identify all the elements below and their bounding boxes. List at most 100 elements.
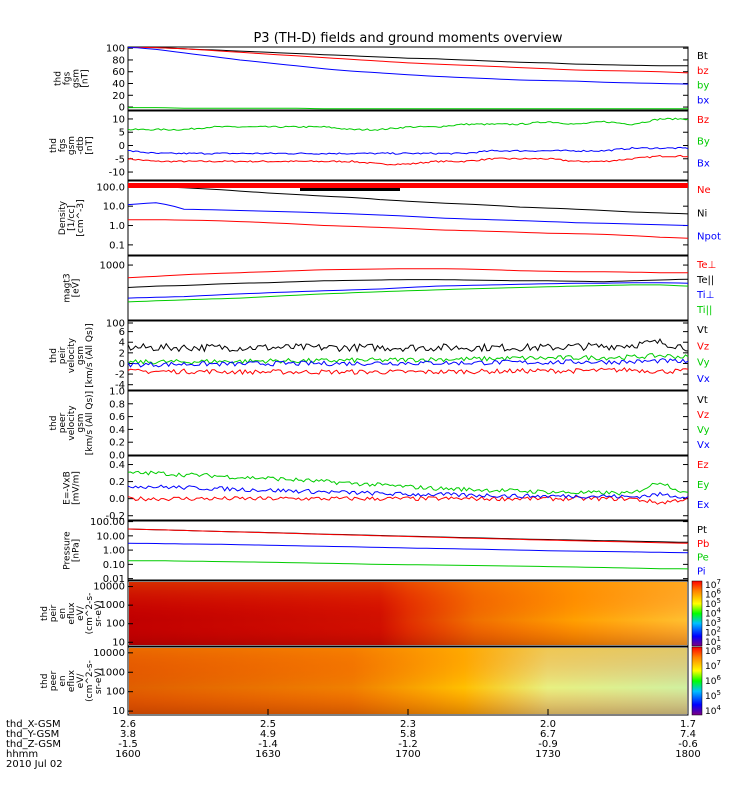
legend-bz: bz: [697, 66, 709, 77]
y-tick-label: 1000: [100, 261, 125, 272]
y-axis-label: [eV]: [72, 279, 82, 298]
y-axis-label: E=-VxB: [63, 471, 73, 505]
legend-Ne: Ne: [697, 185, 711, 196]
colorbar: [691, 646, 703, 716]
colorbar-tick-label: 105: [705, 597, 721, 610]
y-axis-label: thd: [49, 348, 59, 363]
series-line-Ne: [128, 219, 689, 239]
series-line-By: [127, 117, 689, 131]
spectrogram-shade: [129, 648, 687, 714]
series-line-Bx: [127, 146, 689, 155]
panel-3: magt3 [eV] 1000 Te⊥ Te|| Ti⊥ Ti||: [63, 255, 716, 321]
y-tick-label: -4: [115, 380, 125, 391]
y-axis-label: peer: [49, 670, 59, 691]
legend-Vz: Vz: [697, 341, 709, 352]
date-label: 2010 Jul 02: [6, 759, 63, 770]
legend-Pt: Pt: [697, 525, 707, 536]
y-tick-label: 100.00: [90, 517, 125, 528]
y-axis-label: [km/s (All Qs)]: [85, 391, 95, 455]
legend-Bt: Bt: [697, 51, 708, 62]
legend-Ti⊥: Ti⊥: [696, 290, 714, 301]
panel-1: thd fgs gsm -dtb [nT] 10 5 0 -5 -10 Bz By Bx: [49, 110, 710, 181]
x-tick-label: 1800: [675, 749, 700, 760]
series-line-Bt: [128, 47, 688, 67]
series-line-Vt: [127, 338, 689, 353]
y-tick-label: -10: [109, 168, 125, 179]
y-tick-label: 20: [112, 91, 125, 102]
y-tick-label: 1.0: [109, 387, 125, 398]
y-axis-label: gsm: [76, 346, 86, 365]
x-tick-label: -1.4: [258, 739, 278, 750]
y-axis-label: thd: [49, 416, 59, 431]
legend-By: By: [697, 137, 710, 148]
y-tick-label: 10000: [93, 582, 125, 593]
y-tick-label: 0.2: [109, 477, 125, 488]
legend-Vt: Vt: [697, 395, 708, 406]
y-tick-label: 40: [112, 79, 125, 90]
y-axis-label: magt3: [63, 273, 73, 302]
y-axis-label: [nT]: [81, 69, 91, 87]
legend-Pi: Pi: [697, 566, 706, 577]
series-line-Pi: [127, 542, 689, 554]
y-tick-label: 10: [112, 637, 125, 648]
series-line-Vx: [127, 358, 689, 368]
y-axis-label: en: [58, 675, 68, 686]
x-tick-label: 5.8: [400, 729, 416, 740]
y-axis-label: (cm^2-s-: [85, 593, 95, 635]
y-tick-label: 0.1: [109, 240, 125, 251]
y-tick-label: 100.0: [96, 182, 125, 193]
y-axis-label: [cm^-3]: [76, 199, 86, 236]
panel-4: thd peir velocity gsm [km/s (All Qs)] 1006420…: [49, 319, 710, 392]
panel-7: Pressure [nPa] 100.00 10.00 1.00 0.10 0.01 Pt Pb…: [63, 517, 710, 585]
row-label-z-gsm: thd_Z-GSM: [6, 739, 61, 750]
y-tick-label: 0.2: [109, 438, 125, 449]
series-line-Bz: [127, 154, 689, 166]
y-axis-label: peer: [58, 412, 68, 433]
y-axis-label: velocity: [67, 337, 77, 373]
legend-Pe: Pe: [697, 553, 709, 564]
y-axis-label: eflux: [67, 602, 77, 625]
y-tick-label: 0: [119, 359, 125, 370]
y-tick-label: -2: [115, 370, 125, 381]
y-axis-label: sr-eV): [94, 600, 104, 626]
y-tick-label: 1.00: [103, 546, 125, 557]
x-tick-label: 1730: [535, 749, 560, 760]
y-tick-label: -5: [115, 154, 125, 165]
panel-frame: [127, 46, 689, 111]
x-tick-label: 4.9: [260, 729, 276, 740]
x-tick-label: 1700: [395, 749, 420, 760]
y-axis-label: eV/: [76, 673, 86, 689]
colorbar: [691, 580, 703, 647]
y-tick-label: 100: [106, 619, 125, 630]
y-tick-label: 10.0: [103, 202, 125, 213]
y-axis-label: [nT]: [85, 136, 95, 154]
legend-Te⊥: Te⊥: [696, 260, 716, 271]
y-axis-label: eflux: [67, 669, 77, 692]
colorbar-tick-label: 108: [705, 644, 721, 657]
y-tick-label: 0.0: [109, 494, 125, 505]
panel-frame: [127, 180, 689, 256]
y-axis-label: gsm: [76, 413, 86, 432]
series-line-bz: [128, 47, 689, 74]
y-axis-label: -dtb: [76, 136, 86, 154]
series-line-bx: [127, 47, 689, 85]
y-tick-label: 1000: [100, 600, 125, 611]
legend-Ni: Ni: [697, 208, 707, 219]
legend-Ex: Ex: [697, 500, 709, 511]
series-line-Npot: [127, 202, 689, 226]
y-axis-label: (cm^2-s-: [85, 660, 95, 702]
y-axis-label: Density: [58, 200, 68, 235]
y-tick-label: 100: [106, 44, 125, 55]
x-tick-label: 3.8: [120, 729, 136, 740]
colorbar-tick-label: 105: [705, 689, 721, 702]
legend-Vt: Vt: [697, 325, 708, 336]
x-tick-label: 1.7: [680, 719, 696, 730]
quality-flag-bar: [128, 183, 688, 188]
panel-8: thd peir en eflux eV/(cm^2-s-sr-eV) 10000 1000…: [40, 578, 721, 648]
colorbar-tick-label: 106: [705, 674, 721, 687]
row-label-x-gsm: thd_X-GSM: [6, 719, 61, 730]
legend-Vx: Vx: [697, 440, 710, 451]
series-line-Vy: [127, 353, 689, 365]
legend-Pb: Pb: [697, 539, 709, 550]
